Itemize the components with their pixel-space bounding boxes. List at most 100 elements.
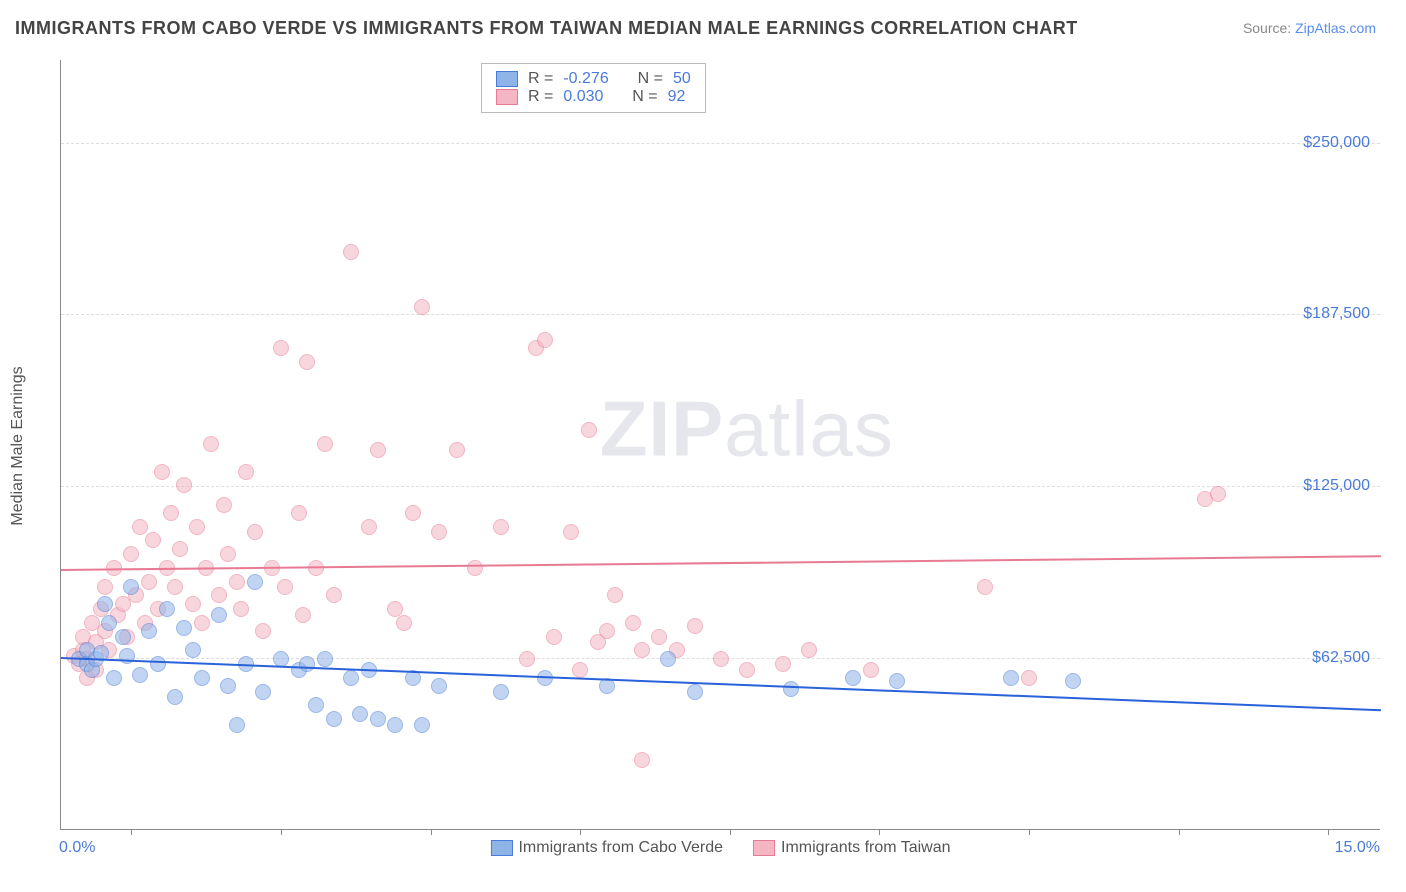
scatter-point [220,678,236,694]
scatter-point [216,497,232,513]
trend-line [61,555,1381,571]
scatter-point [159,601,175,617]
scatter-point [343,670,359,686]
x-tick-mark [730,829,731,835]
scatter-point [370,711,386,727]
scatter-point [572,662,588,678]
scatter-point [977,579,993,595]
scatter-point [493,519,509,535]
x-tick-mark [131,829,132,835]
scatter-point [163,505,179,521]
scatter-point [255,684,271,700]
source-prefix: Source: [1243,20,1295,36]
scatter-point [185,596,201,612]
scatter-point [563,524,579,540]
scatter-point [247,574,263,590]
scatter-point [687,618,703,634]
scatter-point [176,477,192,493]
scatter-point [106,670,122,686]
scatter-point [132,519,148,535]
scatter-point [247,524,263,540]
stats-swatch-icon [496,71,518,87]
scatter-point [317,651,333,667]
scatter-point [123,579,139,595]
x-tick-mark [1328,829,1329,835]
scatter-point [801,642,817,658]
scatter-point [449,442,465,458]
stats-swatch-icon [496,89,518,105]
scatter-point [172,541,188,557]
scatter-point [238,464,254,480]
scatter-point [229,717,245,733]
scatter-point [326,587,342,603]
scatter-point [150,656,166,672]
scatter-plot-area: ZIPatlas R = -0.276 N = 50 R = 0.030 N =… [60,60,1380,830]
stats-n-label: N = [632,88,657,106]
scatter-point [132,667,148,683]
scatter-point [295,607,311,623]
scatter-point [634,642,650,658]
y-tick-label: $62,500 [1312,649,1370,667]
x-tick-mark [580,829,581,835]
y-tick-label: $125,000 [1303,477,1370,495]
stats-n-value: 92 [668,88,686,106]
scatter-point [145,532,161,548]
stats-r-label: R = [528,88,553,106]
watermark: ZIPatlas [600,384,894,475]
scatter-point [863,662,879,678]
scatter-point [194,670,210,686]
correlation-stats-box: R = -0.276 N = 50 R = 0.030 N = 92 [481,63,706,113]
legend-item-cabo-verde: Immigrants from Cabo Verde [490,839,723,857]
scatter-point [115,629,131,645]
gridline [61,314,1380,315]
gridline [61,486,1380,487]
stats-r-label: R = [528,70,553,88]
x-axis-min-label: 0.0% [59,839,95,857]
y-tick-label: $250,000 [1303,134,1370,152]
scatter-point [660,651,676,667]
stats-r-value: 0.030 [563,88,603,106]
scatter-point [634,752,650,768]
scatter-point [194,615,210,631]
scatter-point [141,574,157,590]
scatter-point [467,560,483,576]
scatter-point [299,354,315,370]
scatter-point [405,505,421,521]
scatter-point [97,579,113,595]
source-link[interactable]: ZipAtlas.com [1295,20,1376,36]
scatter-point [273,340,289,356]
scatter-point [291,505,307,521]
x-tick-mark [879,829,880,835]
x-axis-max-label: 15.0% [1335,839,1380,857]
scatter-point [1021,670,1037,686]
scatter-point [493,684,509,700]
scatter-point [277,579,293,595]
scatter-point [546,629,562,645]
scatter-point [361,519,377,535]
scatter-point [255,623,271,639]
scatter-point [414,717,430,733]
y-axis-label: Median Male Earnings [9,366,27,525]
scatter-point [370,442,386,458]
scatter-point [141,623,157,639]
scatter-point [229,574,245,590]
scatter-point [123,546,139,562]
scatter-point [431,678,447,694]
x-tick-mark [281,829,282,835]
scatter-point [1003,670,1019,686]
legend: Immigrants from Cabo Verde Immigrants fr… [490,839,950,857]
gridline [61,143,1380,144]
scatter-point [396,615,412,631]
y-tick-label: $187,500 [1303,305,1370,323]
scatter-point [414,299,430,315]
stats-n-value: 50 [673,70,691,88]
x-tick-mark [1029,829,1030,835]
stats-row-taiwan: R = 0.030 N = 92 [496,88,691,106]
scatter-point [607,587,623,603]
scatter-point [713,651,729,667]
scatter-point [775,656,791,672]
scatter-point [687,684,703,700]
x-tick-mark [1179,829,1180,835]
scatter-point [599,623,615,639]
scatter-point [203,436,219,452]
